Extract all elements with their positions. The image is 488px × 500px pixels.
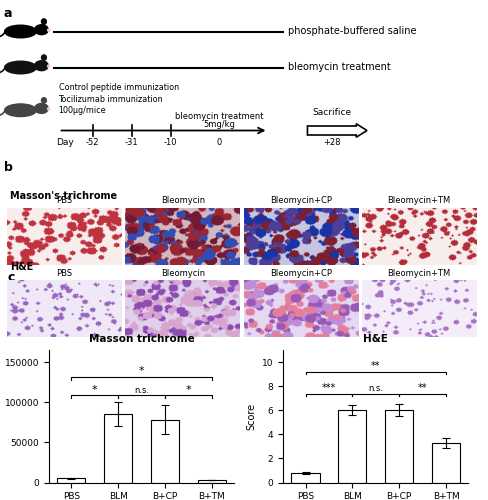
Text: *: * bbox=[139, 366, 144, 376]
Text: +28: +28 bbox=[323, 138, 341, 147]
Bar bbox=[57, 478, 85, 482]
Text: Day: Day bbox=[56, 138, 74, 147]
Text: H&E: H&E bbox=[10, 262, 33, 272]
Ellipse shape bbox=[35, 60, 48, 70]
Title: Masson trichrome: Masson trichrome bbox=[89, 334, 194, 344]
Text: a: a bbox=[4, 6, 12, 20]
Text: Bleomycin+TM: Bleomycin+TM bbox=[387, 268, 450, 278]
Text: Masson's trichrome: Masson's trichrome bbox=[10, 191, 117, 201]
Text: 5mg/kg: 5mg/kg bbox=[203, 120, 236, 129]
Ellipse shape bbox=[41, 98, 46, 103]
Y-axis label: Score: Score bbox=[246, 402, 256, 430]
Bar bbox=[151, 420, 179, 482]
Text: -31: -31 bbox=[125, 138, 139, 147]
Ellipse shape bbox=[41, 55, 46, 60]
Text: Tocilizumab immunization: Tocilizumab immunization bbox=[59, 94, 163, 104]
Text: n.s.: n.s. bbox=[134, 386, 149, 394]
Text: 0: 0 bbox=[217, 138, 222, 147]
Bar bbox=[338, 410, 366, 482]
Text: Bleomycin: Bleomycin bbox=[161, 196, 205, 205]
Text: Bleomycin+CP: Bleomycin+CP bbox=[270, 268, 332, 278]
FancyArrow shape bbox=[307, 124, 367, 137]
Text: b: b bbox=[4, 161, 13, 174]
Bar bbox=[104, 414, 132, 482]
Text: bleomycin treatment: bleomycin treatment bbox=[288, 62, 391, 72]
Text: *: * bbox=[185, 384, 191, 394]
Bar bbox=[198, 480, 226, 482]
Text: *: * bbox=[92, 384, 98, 394]
Text: 100μg/mice: 100μg/mice bbox=[59, 106, 106, 115]
Text: ***: *** bbox=[322, 383, 336, 393]
Text: Bleomycin+CP: Bleomycin+CP bbox=[270, 196, 332, 205]
Text: -10: -10 bbox=[164, 138, 178, 147]
Bar bbox=[432, 443, 460, 482]
Text: PBS: PBS bbox=[57, 268, 73, 278]
Ellipse shape bbox=[5, 25, 37, 38]
Ellipse shape bbox=[5, 61, 37, 74]
Text: PBS: PBS bbox=[57, 196, 73, 205]
Ellipse shape bbox=[35, 104, 48, 114]
Text: **: ** bbox=[371, 362, 381, 372]
Ellipse shape bbox=[5, 104, 37, 117]
Circle shape bbox=[48, 29, 50, 32]
Circle shape bbox=[48, 65, 50, 68]
Text: c: c bbox=[7, 271, 15, 284]
Circle shape bbox=[48, 108, 50, 110]
Text: Bleomycin: Bleomycin bbox=[161, 268, 205, 278]
Text: phosphate-buffered saline: phosphate-buffered saline bbox=[288, 26, 416, 36]
Text: **: ** bbox=[418, 383, 427, 393]
Bar bbox=[291, 473, 320, 482]
Text: n.s.: n.s. bbox=[368, 384, 383, 393]
Ellipse shape bbox=[35, 25, 48, 34]
Text: -52: -52 bbox=[86, 138, 100, 147]
Bar bbox=[385, 410, 413, 482]
Title: H&E: H&E bbox=[364, 334, 388, 344]
Ellipse shape bbox=[41, 19, 46, 24]
Text: Bleomycin+TM: Bleomycin+TM bbox=[387, 196, 450, 205]
Text: bleomycin treatment: bleomycin treatment bbox=[175, 112, 264, 121]
Text: Control peptide immunization: Control peptide immunization bbox=[59, 83, 179, 92]
Text: Sacrifice: Sacrifice bbox=[312, 108, 351, 116]
